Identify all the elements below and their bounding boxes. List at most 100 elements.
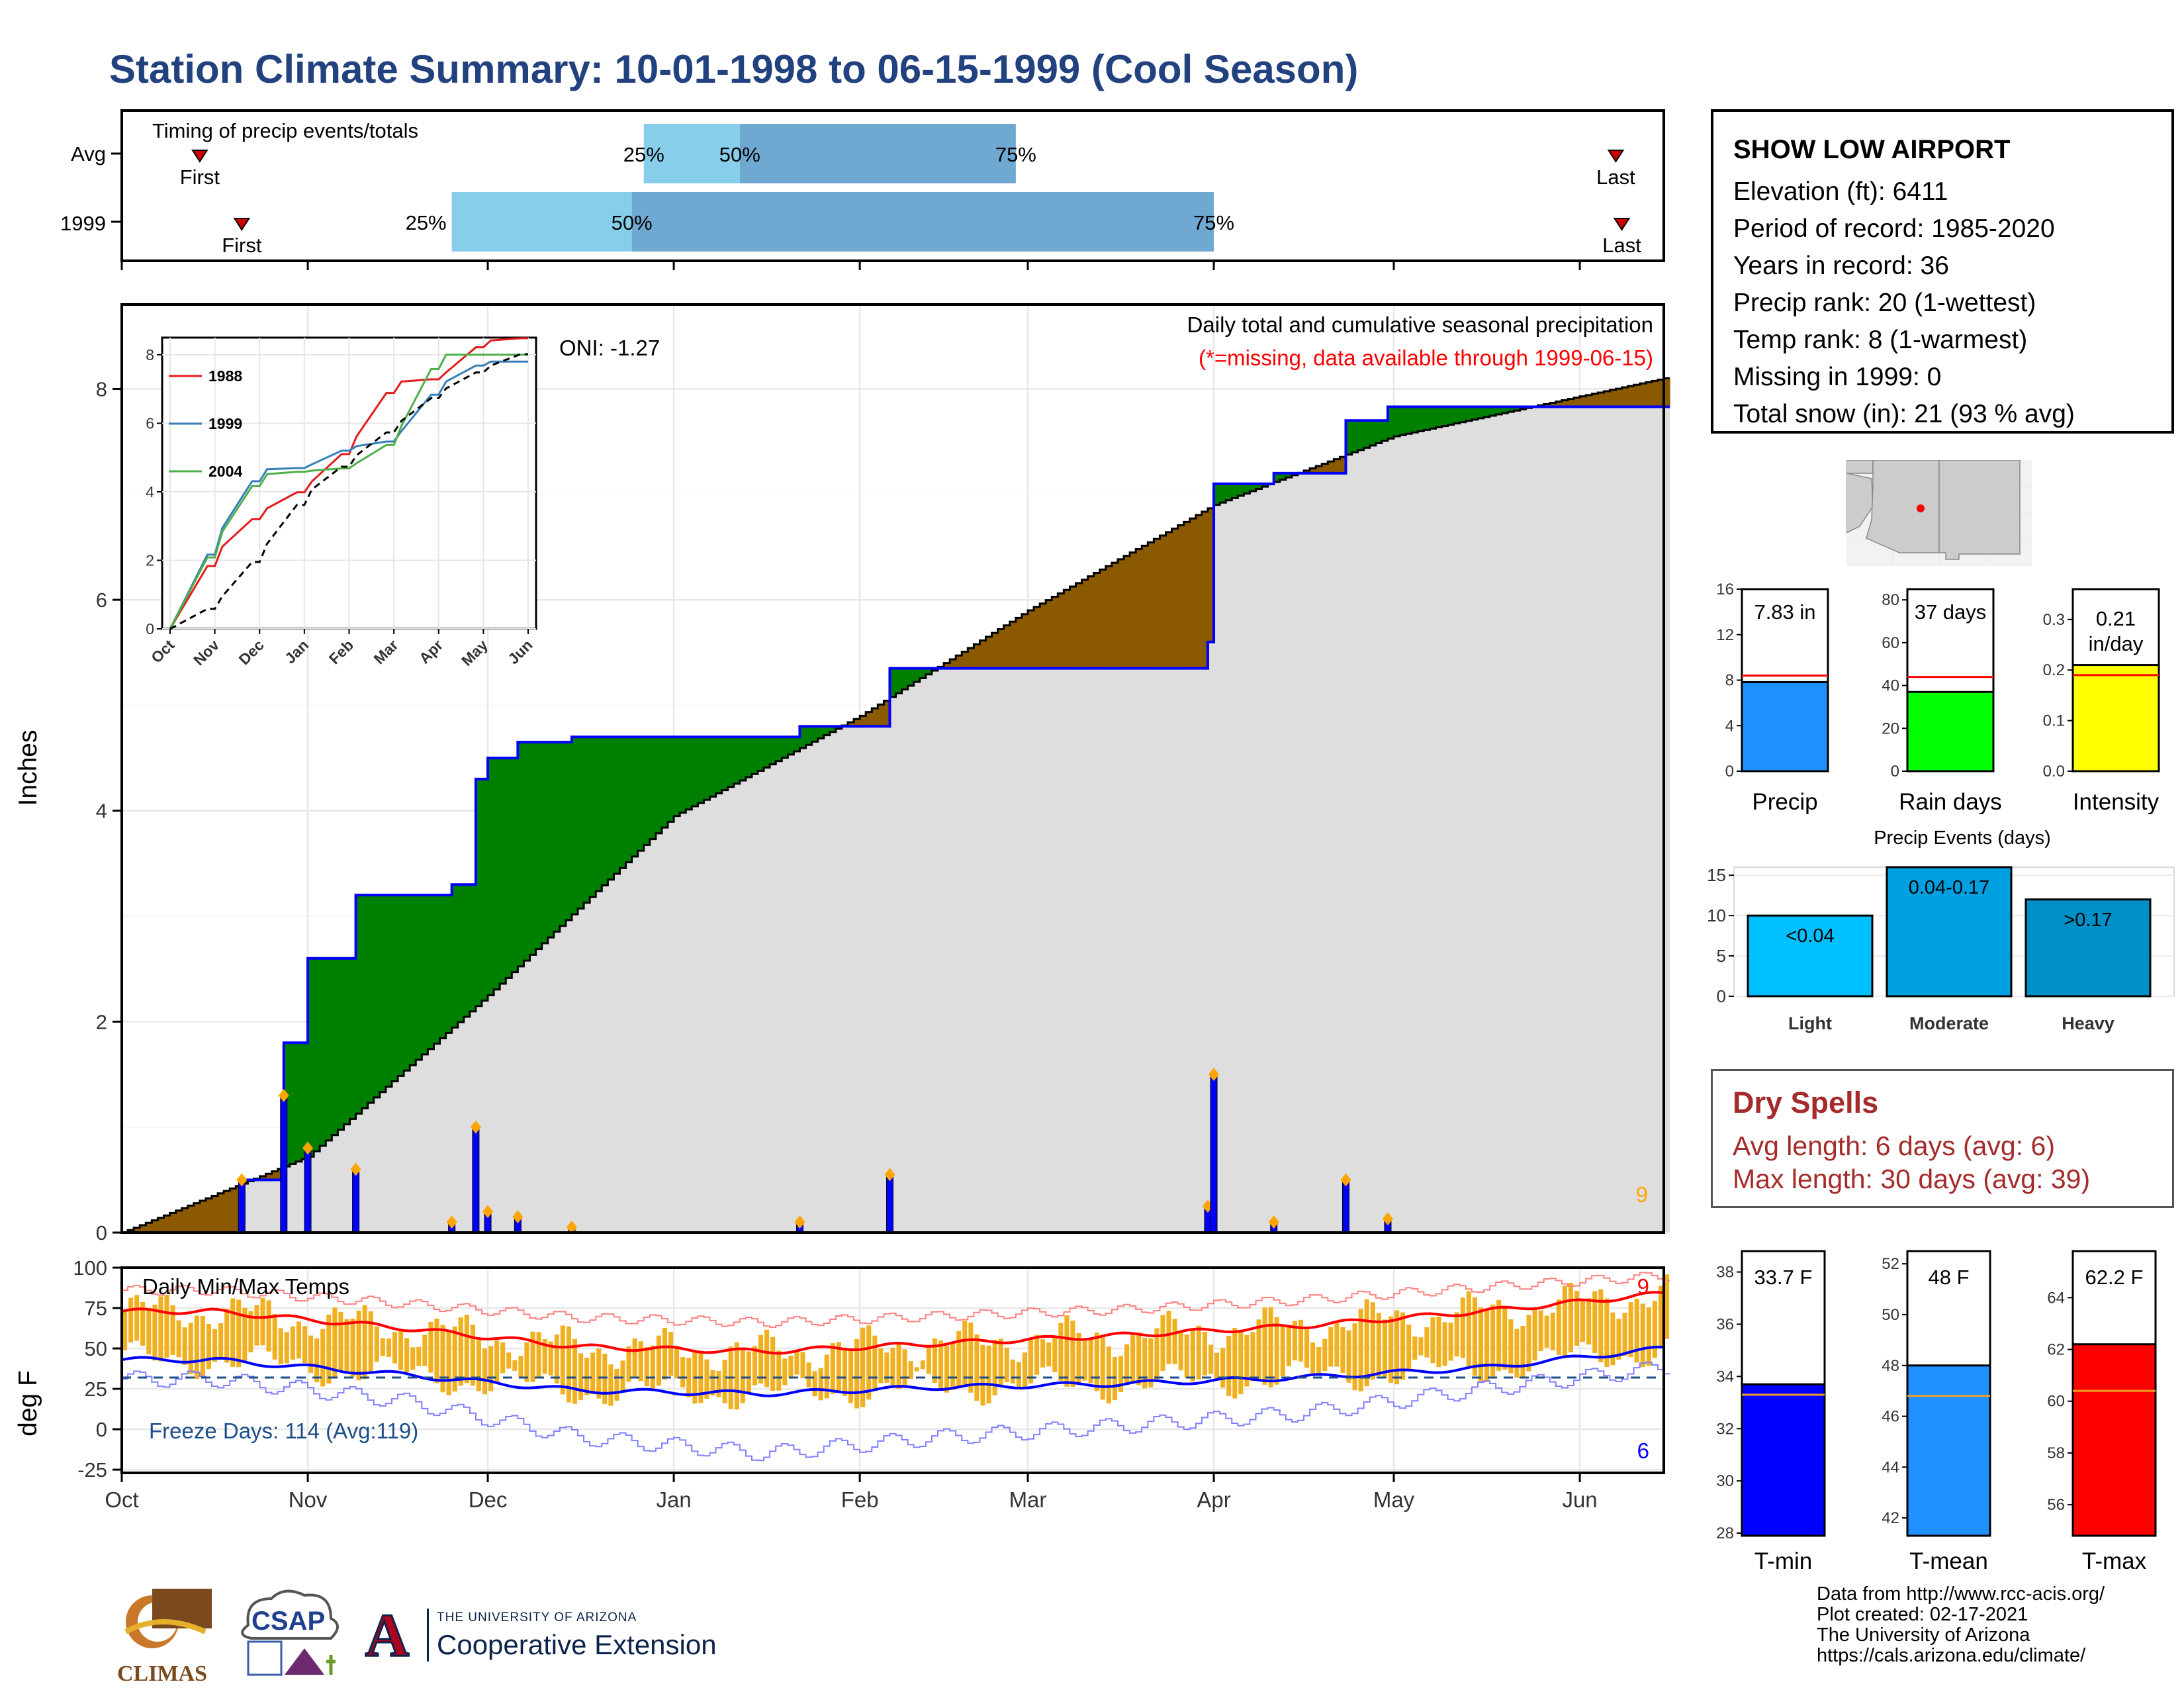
temp-mini-ytick-label: 60	[2047, 1393, 2065, 1411]
temp-mini-ytick-label: 32	[1716, 1420, 1734, 1438]
diff-slice	[692, 737, 698, 807]
daily-temp-bar	[1604, 1298, 1610, 1368]
diff-slice	[181, 1207, 189, 1233]
diff-slice	[1394, 406, 1400, 437]
daily-temp-bar	[1298, 1319, 1304, 1362]
daily-temp-bar	[1106, 1346, 1111, 1404]
timing-bar-upper	[739, 124, 1016, 183]
diff-slice	[1424, 406, 1431, 430]
diff-slice	[1124, 555, 1130, 669]
station-missing: Missing in 1999: 0	[1733, 363, 1942, 391]
diff-slice	[764, 737, 770, 768]
daily-temp-bar	[314, 1338, 320, 1383]
dry-spells: Dry Spells Avg length: 6 days (avg: 6) M…	[1711, 1069, 2174, 1208]
temp-mini-ytick-label: 62	[2047, 1341, 2065, 1359]
temp-mini-ytick-label: 50	[1882, 1306, 1899, 1324]
event-category-label: Moderate	[1909, 1013, 1989, 1033]
diff-slice	[1310, 468, 1316, 473]
mini-value-label: 0.21	[2096, 607, 2136, 630]
daily-temp-bar	[1094, 1332, 1099, 1391]
diff-slice	[602, 737, 608, 886]
daily-temp-bar	[716, 1370, 721, 1397]
precip-caption: Daily total and cumulative seasonal prec…	[1187, 312, 1653, 337]
x-tick-label: Mar	[1009, 1487, 1047, 1512]
precip-yticks: 0 2 4 6 8	[96, 377, 122, 1244]
daily-temp-bar	[818, 1368, 823, 1401]
temp-mini-ytick-label: 44	[1882, 1458, 1899, 1476]
diff-slice	[1201, 511, 1208, 669]
daily-temp-bar	[392, 1332, 398, 1364]
diff-slice	[1040, 603, 1046, 669]
diff-slice	[1363, 420, 1371, 448]
diff-slice	[175, 1210, 183, 1233]
station-snow: Total snow (in): 21 (93 % avg)	[1733, 400, 2075, 428]
daily-temp-bar	[320, 1329, 326, 1387]
precip-ytick-label: 8	[96, 377, 107, 400]
diff-slice	[146, 1223, 152, 1233]
daily-precip-marker	[1268, 1215, 1279, 1229]
diff-slice	[349, 958, 357, 1119]
diff-slice	[1232, 483, 1238, 498]
daily-precip-bar	[304, 1148, 312, 1233]
diff-slice	[535, 742, 543, 949]
events-ytick-label: 15	[1707, 865, 1726, 885]
diff-slice	[230, 1188, 236, 1233]
daily-temp-bar	[374, 1326, 379, 1362]
diff-slice	[1285, 473, 1293, 478]
daily-precip-bar	[238, 1179, 246, 1233]
daily-temp-bar	[296, 1321, 301, 1359]
timing-label-last: Last	[1602, 234, 1641, 257]
temp-mini-ytick-label: 46	[1882, 1408, 1899, 1426]
daily-temp-bar	[950, 1342, 956, 1390]
daily-temp-bar	[1052, 1336, 1058, 1372]
diff-slice	[1508, 406, 1514, 412]
daily-temp-bar	[422, 1335, 428, 1366]
daily-temp-bar	[866, 1325, 872, 1400]
daily-temp-bar	[1142, 1337, 1148, 1389]
diff-slice	[1207, 508, 1214, 642]
timing-row-label-1999: 1999	[60, 212, 106, 235]
daily-temp-bar	[1412, 1336, 1418, 1360]
diff-slice	[1111, 563, 1118, 669]
daily-temp-bar	[770, 1336, 776, 1391]
event-bar-label: <0.04	[1786, 925, 1834, 947]
daily-temp-bar	[860, 1327, 866, 1407]
daily-temp-bar	[998, 1338, 1003, 1387]
daily-temp-bar	[1550, 1313, 1555, 1350]
daily-temp-bar	[956, 1331, 962, 1386]
diff-slice	[211, 1196, 218, 1233]
daily-precip-bar	[886, 1174, 893, 1233]
daily-temp-bar	[938, 1340, 944, 1391]
daily-temp-bar	[1430, 1317, 1435, 1364]
daily-temp-bar	[278, 1328, 283, 1364]
daily-temp-bar	[1304, 1329, 1310, 1368]
diff-slice	[674, 737, 680, 816]
diff-slice	[1165, 532, 1173, 669]
diff-slice	[529, 742, 537, 955]
daily-temp-bar	[740, 1347, 745, 1403]
diff-slice	[224, 1191, 230, 1233]
diff-slice	[643, 737, 651, 845]
diff-slice	[655, 737, 662, 833]
diff-slice	[1021, 614, 1028, 669]
daily-temp-bar	[512, 1360, 518, 1371]
daily-temp-bar	[1652, 1301, 1657, 1358]
daily-temp-bar	[1238, 1330, 1244, 1395]
daily-temp-bar	[1022, 1352, 1027, 1388]
diff-slice	[631, 737, 639, 857]
daily-temp-bar	[428, 1321, 433, 1373]
daily-temp-bar	[1148, 1338, 1154, 1387]
temp-ytick-label: 100	[73, 1258, 107, 1280]
daily-temp-bar	[1358, 1309, 1363, 1391]
daily-temp-bar	[1118, 1356, 1124, 1392]
daily-temp-bar	[1262, 1307, 1267, 1385]
mini-category-label: Precip	[1752, 789, 1817, 814]
daily-temp-bar	[260, 1297, 265, 1346]
daily-temp-bar	[1010, 1359, 1015, 1383]
mini-ytick-label: 80	[1882, 591, 1899, 609]
diff-slice	[649, 737, 657, 839]
station-years: Years in record: 36	[1733, 252, 1949, 280]
mini-ytick-label: 60	[1882, 634, 1899, 652]
temp-mini-ytick-label: 58	[2047, 1444, 2065, 1462]
